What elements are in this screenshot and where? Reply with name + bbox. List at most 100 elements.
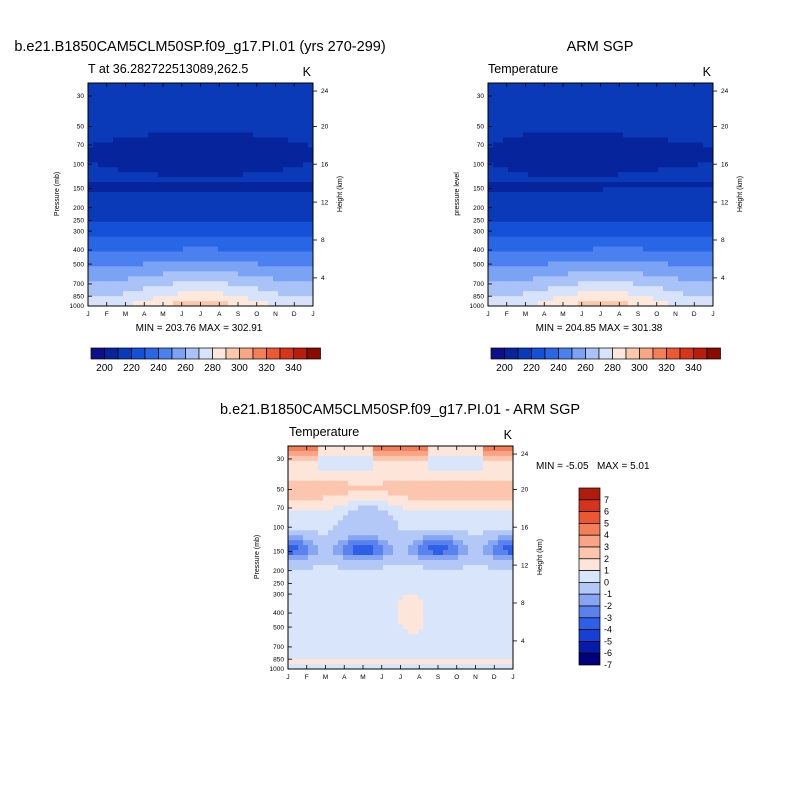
field-cell (193, 286, 198, 291)
field-cell (668, 182, 673, 187)
field-cell (253, 142, 258, 147)
field-cell (568, 182, 573, 187)
field-cell (138, 93, 143, 98)
field-cell (678, 212, 683, 217)
field-cell (243, 286, 248, 291)
field-cell (223, 237, 228, 242)
field-cell (263, 291, 268, 296)
field-cell (573, 172, 578, 177)
field-cell (228, 93, 233, 98)
field-cell (493, 202, 498, 207)
field-cell (283, 232, 288, 237)
field-cell (213, 212, 218, 217)
field-cell (418, 456, 423, 461)
field-cell (598, 281, 603, 286)
field-cell (518, 152, 523, 157)
field-cell (618, 123, 623, 128)
field-cell (598, 187, 603, 192)
field-cell (513, 98, 518, 103)
y-tick-label: 30 (77, 93, 85, 100)
field-cell (198, 237, 203, 242)
field-cell (298, 182, 303, 187)
field-cell (253, 167, 258, 172)
field-cell (293, 227, 298, 232)
field-cell (658, 197, 663, 202)
field-cell (553, 202, 558, 207)
field-cell (248, 177, 253, 182)
field-cell (618, 286, 623, 291)
field-cell (603, 172, 608, 177)
field-cell (598, 202, 603, 207)
field-cell (193, 83, 198, 88)
field-cell (628, 276, 633, 281)
field-cell (583, 128, 588, 133)
field-cell (573, 162, 578, 167)
field-cell (608, 202, 613, 207)
field-cell (233, 98, 238, 103)
field-cell (608, 98, 613, 103)
field-cell (208, 276, 213, 281)
field-cell (153, 172, 158, 177)
field-cell (543, 162, 548, 167)
field-cell (683, 242, 688, 247)
field-cell (128, 133, 133, 138)
field-cell (223, 261, 228, 266)
field-cell (208, 108, 213, 113)
field-cell (568, 83, 573, 88)
field-cell (528, 296, 533, 301)
field-cell (488, 118, 493, 123)
field-cell (583, 103, 588, 108)
field-cell (138, 113, 143, 118)
field-cell (113, 83, 118, 88)
field-cell (238, 113, 243, 118)
field-cell (223, 217, 228, 222)
field-cell (628, 291, 633, 296)
field-cell (623, 227, 628, 232)
field-cell (108, 157, 113, 162)
field-cell (173, 123, 178, 128)
field-cell (113, 197, 118, 202)
field-cell (693, 103, 698, 108)
field-cell (203, 162, 208, 167)
field-cell (623, 142, 628, 147)
field-cell (593, 276, 598, 281)
field-cell (158, 251, 163, 256)
field-cell (368, 461, 373, 466)
field-cell (118, 266, 123, 271)
field-cell (293, 98, 298, 103)
field-cell (523, 147, 528, 152)
field-cell (178, 167, 183, 172)
field-cell (588, 266, 593, 271)
field-cell (173, 197, 178, 202)
field-cell (653, 93, 658, 98)
field-cell (583, 296, 588, 301)
field-cell (233, 93, 238, 98)
field-cell (623, 192, 628, 197)
field-cell (253, 83, 258, 88)
field-cell (333, 451, 338, 456)
field-cell (153, 123, 158, 128)
field-cell (683, 83, 688, 88)
field-cell (243, 227, 248, 232)
field-cell (523, 172, 528, 177)
field-cell (138, 83, 143, 88)
field-cell (593, 266, 598, 271)
field-cell (648, 222, 653, 227)
field-cell (478, 471, 483, 476)
field-cell (698, 133, 703, 138)
field-cell (303, 481, 308, 486)
field-cell (553, 108, 558, 113)
field-cell (383, 446, 388, 451)
panel1-units: K (303, 65, 312, 79)
field-cell (503, 172, 508, 177)
field-cell (268, 237, 273, 242)
field-cell (178, 227, 183, 232)
field-cell (373, 486, 378, 491)
field-cell (158, 138, 163, 143)
field-cell (293, 251, 298, 256)
field-cell (203, 88, 208, 93)
field-cell (563, 157, 568, 162)
field-cell (563, 118, 568, 123)
field-cell (238, 93, 243, 98)
field-cell (558, 88, 563, 93)
